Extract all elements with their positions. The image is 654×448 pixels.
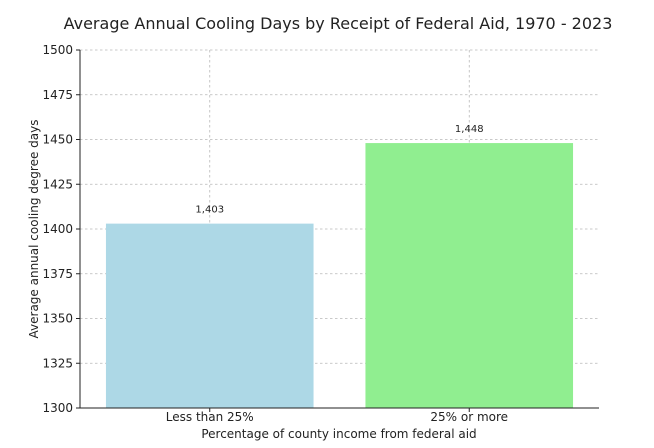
y-tick-label: 1475 [42, 88, 73, 102]
y-tick-label: 1500 [42, 43, 73, 57]
y-tick-label: 1450 [42, 133, 73, 147]
y-tick-label: 1375 [42, 267, 73, 281]
ticks: 1300 1325 1350 1375 1400 1425 1450 1475 1500 Less… [42, 43, 508, 424]
chart-title: Average Annual Cooling Days by Receipt o… [64, 14, 613, 33]
y-tick-label: 1350 [42, 312, 73, 326]
x-axis-label: Percentage of county income from federal… [201, 427, 476, 441]
data-labels: 1,403 1,448 [195, 124, 483, 216]
y-tick-label: 1300 [42, 401, 73, 415]
bar-1 [105, 223, 314, 408]
bar-2 [365, 143, 574, 408]
y-axis-label: Average annual cooling degree days [27, 120, 41, 339]
bar-value-label: 1,403 [195, 205, 224, 216]
x-tick-label: Less than 25% [166, 410, 254, 424]
y-tick-label: 1425 [42, 177, 73, 191]
y-tick-label: 1325 [42, 356, 73, 370]
x-tick-label: 25% or more [430, 410, 508, 424]
bar-value-label: 1,448 [455, 124, 484, 135]
y-tick-label: 1400 [42, 222, 73, 236]
bars [105, 143, 574, 408]
